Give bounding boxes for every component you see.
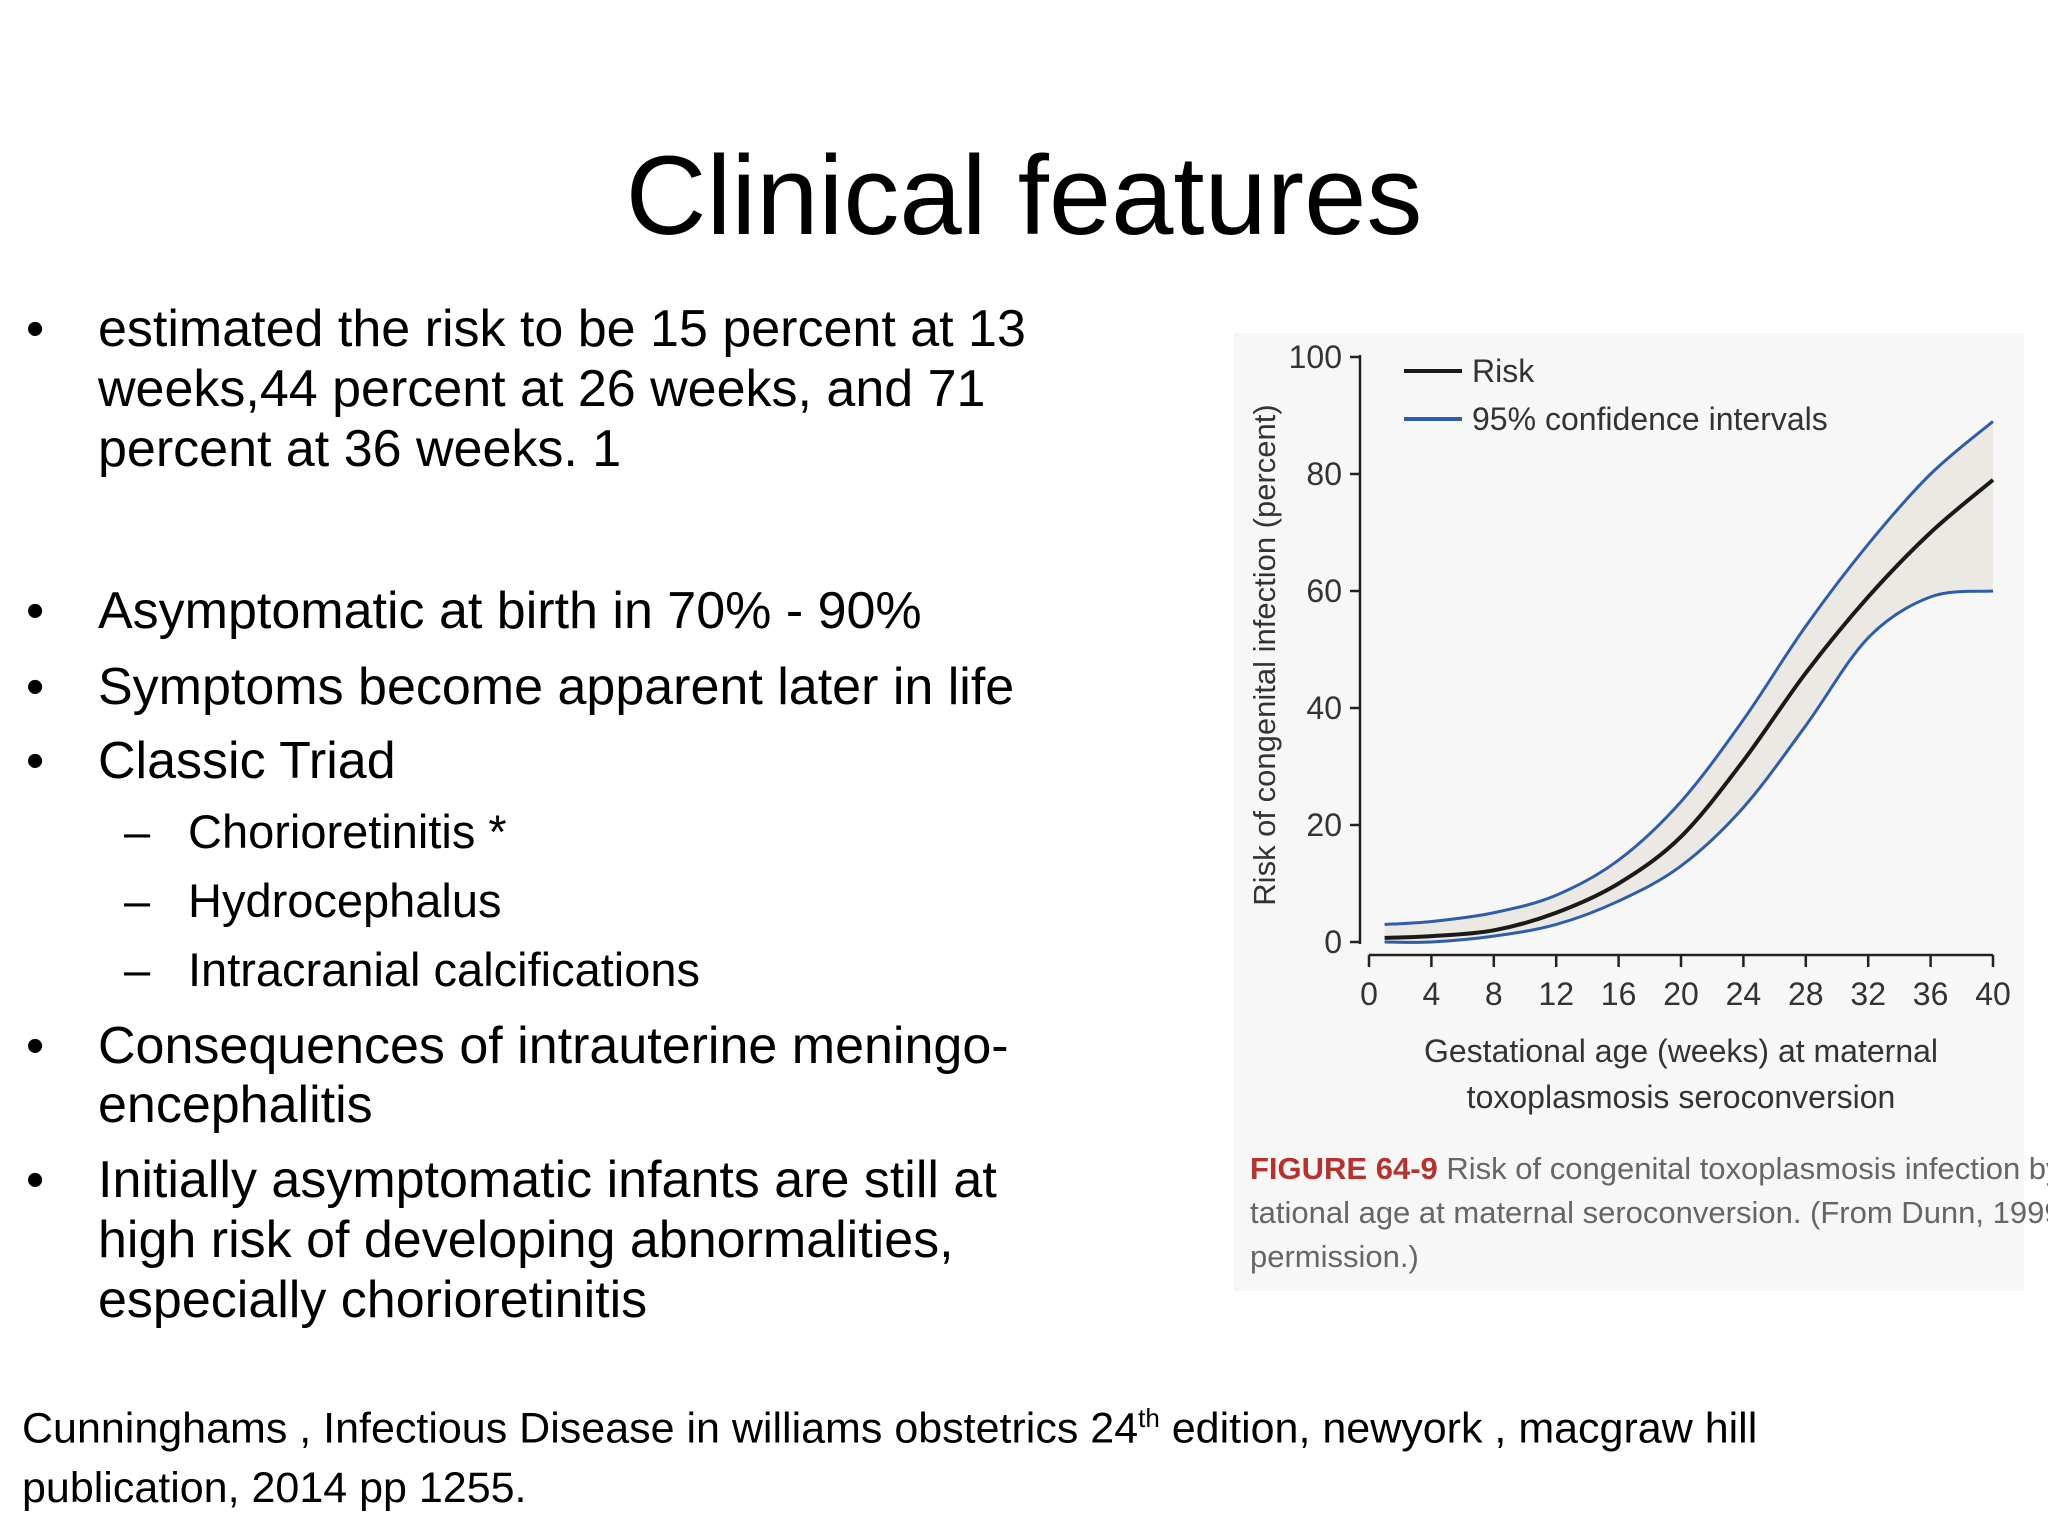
sub-bullet-text: Intracranial calcifications (188, 943, 700, 996)
bullet-text: Asymptomatic at birth in 70% - 90% (98, 582, 922, 640)
footer-text: edition, newyork , macgraw hill (1159, 1404, 1758, 1453)
ci-upper-line (1384, 420, 1994, 926)
y-axis-label: Risk of congenital infection (percent) (1247, 404, 1282, 905)
x-tick-label: 20 (1663, 976, 1699, 1012)
sub-bullet-marker: – (124, 805, 151, 858)
x-tick-label: 4 (1423, 976, 1441, 1012)
figure-caption: tational age at maternal seroconversion.… (1250, 1195, 2048, 1230)
y-tick-label: 80 (1306, 456, 1342, 492)
bullet-text: Classic Triad (98, 732, 396, 790)
bullet-marker: • (26, 1017, 45, 1075)
caption-text: Risk of congenital toxoplasmosis infecti… (1438, 1151, 2048, 1186)
x-tick-label: 36 (1913, 976, 1949, 1012)
figure-caption: permission.) (1250, 1239, 1419, 1274)
sub-bullet-marker: – (124, 943, 151, 996)
x-tick-label: 8 (1485, 976, 1503, 1012)
sub-bullet-text: Hydrocephalus (188, 874, 502, 927)
bullet-marker: • (26, 658, 45, 716)
bullet-text: weeks,44 percent at 26 weeks, and 71 (98, 360, 986, 418)
bullet-text: percent at 36 weeks. 1 (98, 420, 622, 478)
x-tick-label: 24 (1726, 976, 1762, 1012)
sub-bullet-text: Chorioretinitis * (188, 805, 507, 858)
bullet-marker: • (26, 300, 45, 358)
footer-line: publication, 2014 pp 1255. (22, 1464, 527, 1512)
y-tick-label: 20 (1306, 807, 1342, 843)
y-tick-label: 60 (1306, 573, 1342, 609)
bullet-text: Symptoms become apparent later in life (98, 658, 1015, 716)
bullet-marker: • (26, 732, 45, 790)
y-tick-label: 0 (1324, 924, 1342, 960)
x-tick-label: 0 (1360, 976, 1378, 1012)
figure-background (1234, 333, 2024, 1291)
x-tick-label: 32 (1850, 976, 1886, 1012)
legend-label: 95% confidence intervals (1472, 401, 1828, 437)
sub-bullet-marker: – (124, 874, 151, 927)
caption-label: FIGURE 64-9 (1250, 1151, 1438, 1186)
x-tick-label: 12 (1538, 976, 1574, 1012)
figure-caption: FIGURE 64-9 Risk of congenital toxoplasm… (1250, 1151, 2048, 1186)
bullet-text: especially chorioretinitis (98, 1271, 648, 1329)
bullet-text: encephalitis (98, 1076, 373, 1134)
footer-text: Cunninghams , Infectious Disease in will… (22, 1404, 1139, 1453)
footer-sup: th (1138, 1403, 1160, 1433)
bullet-text: Initially asymptomatic infants are still… (98, 1151, 997, 1209)
y-tick-label: 40 (1306, 690, 1342, 726)
footer-line: Cunninghams , Infectious Disease in will… (22, 1405, 1757, 1450)
x-tick-label: 40 (1975, 976, 2011, 1012)
x-tick-label: 28 (1788, 976, 1824, 1012)
x-axis-label: Gestational age (weeks) at maternal (1424, 1033, 1938, 1069)
bullet-text: estimated the risk to be 15 percent at 1… (98, 300, 1026, 358)
risk-line (1384, 478, 1995, 940)
bullet-text: Consequences of intrauterine meningo- (98, 1017, 1009, 1075)
bullet-marker: • (26, 1151, 45, 1209)
bullet-marker: • (26, 582, 45, 640)
y-tick-label: 100 (1289, 339, 1342, 375)
legend-label: Risk (1472, 353, 1535, 389)
bullet-text: high risk of developing abnormalities, (98, 1211, 954, 1269)
x-tick-label: 16 (1601, 976, 1637, 1012)
x-axis-label: toxoplasmosis seroconversion (1467, 1079, 1896, 1115)
slide-title: Clinical features (625, 133, 1423, 258)
ci-lower-line (1384, 589, 1994, 944)
